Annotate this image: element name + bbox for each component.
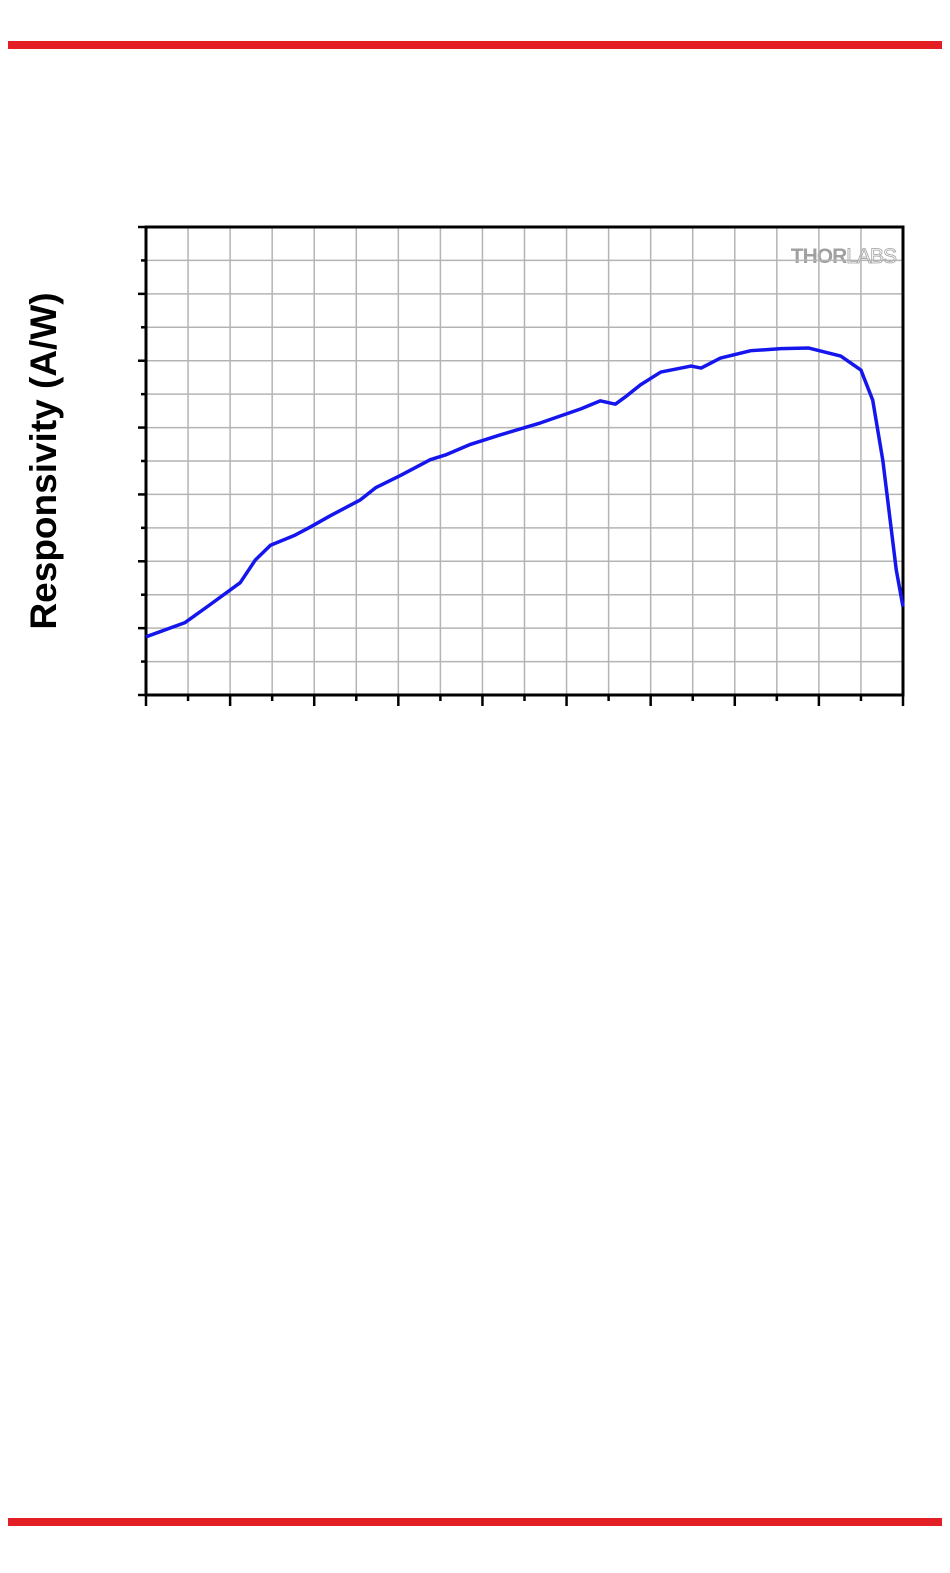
watermark: THORLABS [791, 245, 897, 268]
data-line [145, 346, 905, 639]
plot-frame [144, 225, 905, 697]
bottom-rule [8, 1518, 942, 1526]
y-axis-label: Responsivity (A/W) [23, 292, 64, 629]
grid [145, 226, 904, 696]
top-rule [8, 41, 942, 49]
watermark-part: LABS [846, 245, 897, 268]
